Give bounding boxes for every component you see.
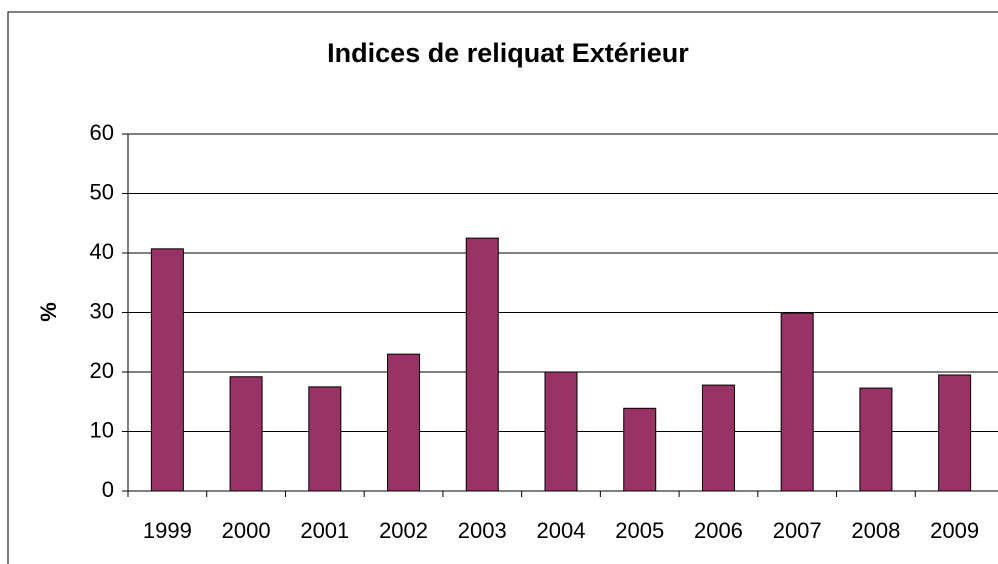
bar	[308, 386, 342, 492]
y-tick-label: 60	[90, 120, 114, 145]
chart-title: Indices de reliquat Extérieur	[327, 38, 689, 68]
x-tick-label: 2005	[615, 518, 664, 543]
y-tick-label: 40	[90, 239, 114, 264]
x-tick-label: 2002	[379, 518, 428, 543]
x-tick-label: 2009	[930, 518, 979, 543]
x-tick-label: 2003	[458, 518, 507, 543]
x-tick-label: 2004	[537, 518, 586, 543]
bar	[229, 376, 263, 492]
y-tick-label: 10	[90, 417, 114, 442]
bar	[938, 374, 972, 492]
bar	[544, 371, 578, 492]
bar	[780, 312, 814, 492]
bar	[623, 407, 657, 492]
bar	[859, 387, 893, 492]
y-tick-label: 20	[90, 358, 114, 383]
x-tick-label: 2006	[694, 518, 743, 543]
y-tick-label: 30	[90, 298, 114, 323]
y-tick-label: 0	[102, 477, 114, 502]
x-tick-label: 1999	[143, 518, 192, 543]
bar	[701, 384, 735, 492]
x-tick-label: 2007	[773, 518, 822, 543]
y-tick-label: 50	[90, 179, 114, 204]
y-axis-label: %	[36, 302, 61, 322]
bar	[150, 248, 184, 492]
x-tick-label: 2001	[300, 518, 349, 543]
x-tick-label: 2008	[851, 518, 900, 543]
x-tick-label: 2000	[222, 518, 271, 543]
bar	[387, 353, 421, 492]
bar	[465, 237, 499, 492]
